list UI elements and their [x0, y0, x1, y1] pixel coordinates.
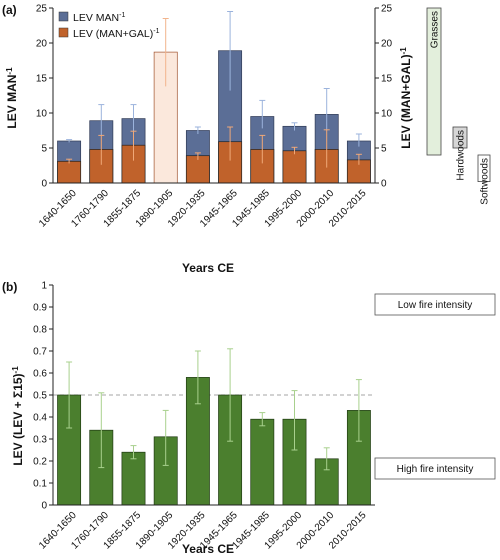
- a-y-tick-0: 0: [41, 179, 47, 190]
- bar-mangal-1995-2000: [282, 150, 307, 184]
- b-y-axis-title: LEV (LEV + Σ15)-1: [11, 366, 25, 466]
- a-legend: LEV MAN-1 LEV (MAN+GAL)-1: [58, 11, 160, 40]
- vegetation-softwoods: [477, 154, 491, 183]
- panel-a-label: (a): [2, 3, 17, 17]
- b-y-tick-0.8: 0.8: [33, 325, 47, 336]
- a-vegetation-ranges: Grasses Hardwoods Softwoods: [426, 7, 491, 205]
- a-y2-tick-labels: 0 5 10 15 20 25: [381, 4, 393, 190]
- b-y-tick-0.7: 0.7: [33, 347, 47, 358]
- a-y2-tick-5: 5: [381, 144, 387, 155]
- a-y2-tick-10: 10: [381, 109, 393, 120]
- a-y-tick-25: 25: [36, 4, 48, 15]
- vegetation-grasses: [426, 7, 442, 156]
- a-x-tick-labels: 1640-16501760-17901855-18751890-19051920…: [37, 188, 369, 230]
- b-y-tick-0.6: 0.6: [33, 369, 47, 380]
- b-y-tick-0: 0: [41, 501, 47, 512]
- vegetation-label-grasses: Grasses: [430, 11, 441, 48]
- legend-swatch-man: [58, 11, 69, 22]
- a-y2-tick-20: 20: [381, 39, 393, 50]
- a-y2-tick-15: 15: [381, 74, 393, 85]
- b-bars: [57, 377, 371, 506]
- low-fire-label: Low fire intensity: [398, 300, 472, 311]
- bar-1855-1875: [121, 451, 146, 506]
- a-error-bars: [66, 11, 362, 168]
- a-y-tick-20: 20: [36, 39, 48, 50]
- vegetation-label-hardwoods: Hardwoods: [456, 130, 467, 181]
- a-y2-tick-0: 0: [381, 179, 387, 190]
- a-bars: [57, 50, 371, 184]
- panel-b-label: (b): [2, 280, 17, 294]
- a-y-axis-title: LEV MAN-1: [5, 67, 19, 129]
- low-fire-box: [374, 293, 496, 316]
- a-y-tick-5: 5: [41, 144, 47, 155]
- a-y2-tick-25: 25: [381, 4, 393, 15]
- vegetation-label-softwoods: Softwoods: [480, 158, 491, 205]
- b-y-tick-0.9: 0.9: [33, 303, 47, 314]
- vegetation-hardwoods: [452, 126, 468, 149]
- high-fire-label: High fire intensity: [397, 464, 474, 475]
- legend-label-man: LEV MAN-1: [73, 12, 125, 24]
- b-y-tick-0.4: 0.4: [33, 413, 47, 424]
- b-axes: [49, 284, 375, 506]
- bar-1945-1985: [250, 418, 275, 506]
- b-y-tick-labels: 0 0.1 0.2 0.3 0.4 0.5 0.6 0.7 0.8 0.9 1: [33, 281, 47, 512]
- a-axes: [49, 7, 379, 184]
- legend-swatch-mangal: [58, 27, 69, 38]
- b-x-axis-title: Years CE: [182, 542, 234, 556]
- b-error-bars: [66, 348, 362, 471]
- bar-mangal-1640-1650: [57, 160, 82, 184]
- high-fire-box: [374, 457, 496, 480]
- a-y-tick-10: 10: [36, 109, 48, 120]
- a-y-tick-15: 15: [36, 74, 48, 85]
- panel-a: (a) 0 5 10 15 20 25 0 5 10 15 20 25 1640-16501760-…: [2, 3, 491, 275]
- a-y-tick-labels: 0 5 10 15 20 25: [36, 4, 48, 190]
- legend-label-mangal: LEV (MAN+GAL)-1: [73, 28, 160, 40]
- a-x-axis-title: Years CE: [182, 261, 234, 275]
- b-y-tick-0.5: 0.5: [33, 391, 47, 402]
- b-y-tick-0.2: 0.2: [33, 457, 47, 468]
- panel-b: (b) 00.10.20.30.40.50.60.70.80.91 1640-1…: [2, 280, 496, 556]
- b-y-tick-0.1: 0.1: [33, 479, 47, 490]
- b-y-tick-1: 1: [41, 281, 47, 292]
- b-y-tick-0.3: 0.3: [33, 435, 47, 446]
- a-y2-axis-title: LEV (MAN+GAL)-1: [399, 47, 413, 149]
